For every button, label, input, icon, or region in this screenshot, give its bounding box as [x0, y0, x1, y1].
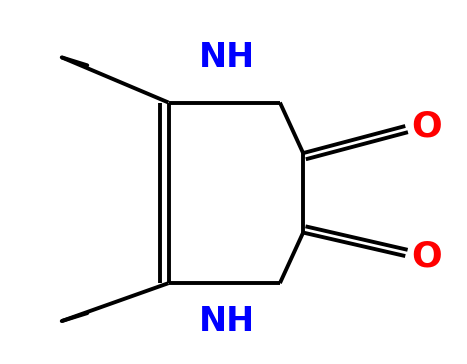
Text: NH: NH [198, 305, 255, 337]
Text: O: O [411, 109, 441, 143]
Text: NH: NH [198, 41, 255, 74]
Text: O: O [411, 239, 441, 273]
